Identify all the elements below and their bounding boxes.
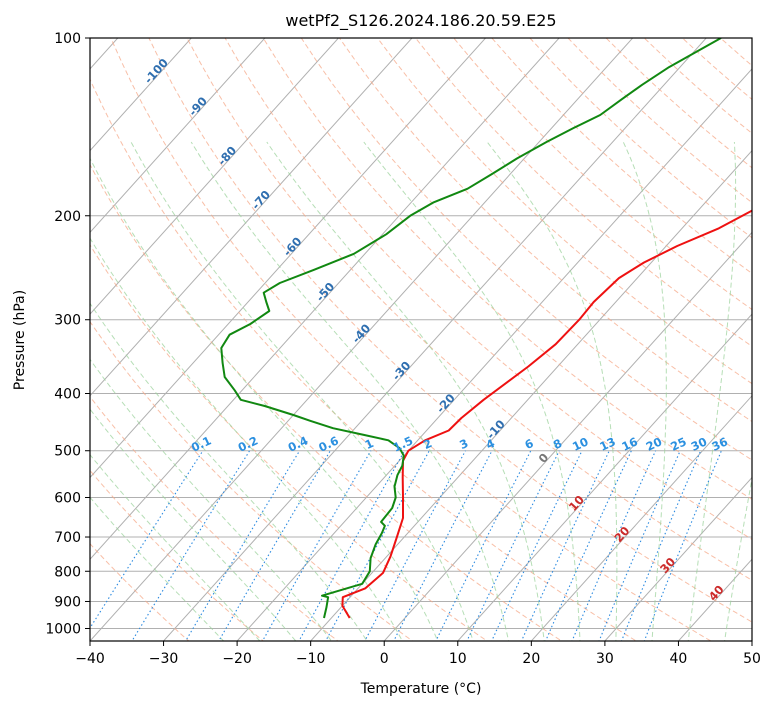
isotherm-line xyxy=(383,231,752,641)
moist-adiabat-line xyxy=(90,453,261,641)
x-axis-label: Temperature (°C) xyxy=(360,681,482,697)
mixing-ratio-label: 13 xyxy=(597,434,617,453)
mixing-ratio-line xyxy=(571,450,657,641)
dry-adiabat-line xyxy=(186,38,752,581)
moist-adiabat-line xyxy=(363,141,581,641)
y-tick-label: 600 xyxy=(54,490,81,506)
moist-adiabat-line xyxy=(90,237,403,641)
x-tick-label: −40 xyxy=(75,651,105,667)
mixing-ratio-line xyxy=(184,450,301,641)
dry-adiabat-line xyxy=(90,78,638,641)
y-tick-label: 200 xyxy=(54,209,81,225)
x-tick-label: 0 xyxy=(380,651,389,667)
isotherm-line xyxy=(236,68,752,641)
dry-adiabat-line xyxy=(300,38,752,461)
mixing-ratio-line xyxy=(520,450,610,641)
dry-adiabat-line xyxy=(148,38,752,623)
mixing-ratio-label: 16 xyxy=(619,434,639,453)
y-tick-label: 400 xyxy=(54,387,81,403)
y-tick-label: 100 xyxy=(54,31,81,47)
moist-adiabat-lines xyxy=(90,141,752,641)
mixing-ratio-line xyxy=(598,450,681,641)
dry-adiabat-line xyxy=(90,243,488,641)
y-tick-label: 800 xyxy=(54,564,81,580)
y-tick-label: 700 xyxy=(54,530,81,546)
dry-adiabat-line xyxy=(90,469,265,641)
mixing-ratio-line xyxy=(466,450,560,641)
axis-ticks: −40 −30 −20 −10 0 10 20 30 40 50 1000 900 800 700 600 5… xyxy=(45,31,761,667)
dry-adiabat-lines xyxy=(90,38,752,641)
x-tick-label: −30 xyxy=(149,651,179,667)
moist-adiabat-line xyxy=(622,141,667,641)
y-tick-label: 1000 xyxy=(45,621,81,637)
isotherm-line xyxy=(309,149,752,641)
moist-adiabat-line xyxy=(90,358,333,641)
moist-adiabat-line xyxy=(90,408,297,641)
isotherm-line xyxy=(90,38,634,641)
x-tick-label: 50 xyxy=(743,651,761,667)
profile-series xyxy=(220,38,752,619)
x-tick-label: −10 xyxy=(296,651,326,667)
dewpoint-line xyxy=(220,38,722,619)
mixing-ratio-label: 36 xyxy=(709,434,729,453)
x-tick-label: 20 xyxy=(522,651,540,667)
dry-adiabat-line xyxy=(414,38,752,347)
dry-adiabat-line xyxy=(453,38,752,311)
chart-title: wetPf2_S126.2024.186.20.59.E25 xyxy=(285,11,556,31)
mixing-ratio-label: 10 xyxy=(570,434,590,453)
isotherm-line xyxy=(90,38,560,561)
moist-adiabat-line xyxy=(90,157,439,641)
moist-adiabat-line xyxy=(266,141,545,641)
dry-adiabat-line xyxy=(376,38,752,385)
mixing-ratio-line xyxy=(90,450,204,630)
mixing-ratio-line xyxy=(545,450,632,641)
dry-adiabat-line xyxy=(110,38,712,641)
isotherm-line xyxy=(90,38,487,479)
isotherm-line xyxy=(90,38,193,152)
temperature-line xyxy=(341,209,752,619)
x-tick-label: 10 xyxy=(449,651,467,667)
mixing-ratio-line xyxy=(435,450,532,641)
isotherm-line xyxy=(90,38,413,397)
mixing-ratio-line xyxy=(298,450,406,641)
mixing-ratio-line xyxy=(218,450,331,641)
isotherm-line xyxy=(457,313,752,641)
mixing-ratio-label: 25 xyxy=(668,434,688,453)
x-tick-label: 40 xyxy=(670,651,688,667)
isotherm-line xyxy=(90,38,340,315)
dry-adiabat-line xyxy=(90,163,563,641)
dry-adiabat-line xyxy=(90,395,339,641)
y-axis-label: Pressure (hPa) xyxy=(12,290,28,390)
x-tick-label: 30 xyxy=(596,651,614,667)
plot-frame xyxy=(89,37,753,642)
x-tick-label: −20 xyxy=(222,651,252,667)
moist-adiabat-line xyxy=(190,141,510,641)
isotherm-line xyxy=(90,38,266,234)
y-tick-label: 900 xyxy=(54,594,81,610)
isotherm-line xyxy=(604,476,752,641)
y-tick-label: 500 xyxy=(54,444,81,460)
mixing-ratio-line xyxy=(131,450,251,641)
moist-adiabat-line xyxy=(90,302,368,641)
dry-adiabat-line xyxy=(262,38,752,500)
mixing-ratio-label: 30 xyxy=(689,434,709,453)
plot-area xyxy=(90,38,752,641)
y-tick-label: 300 xyxy=(54,313,81,329)
mixing-ratio-label: 20 xyxy=(644,434,664,453)
